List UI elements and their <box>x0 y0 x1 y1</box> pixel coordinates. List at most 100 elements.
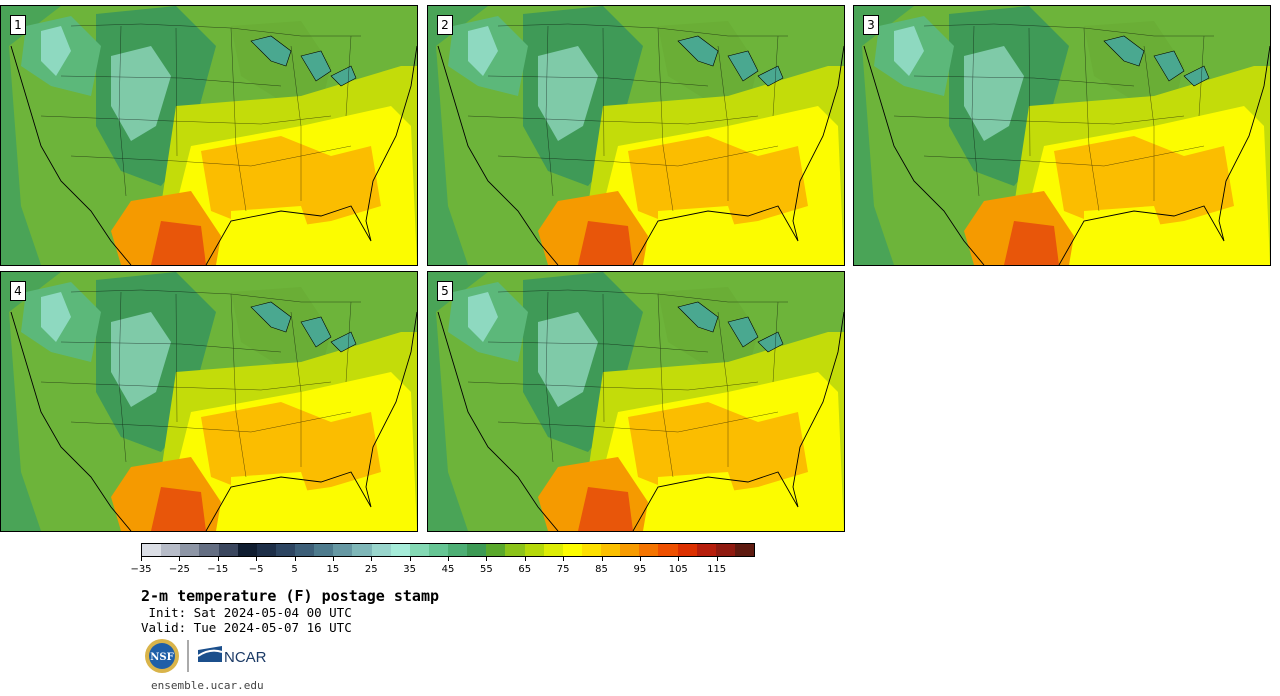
hottest-field <box>1004 221 1059 265</box>
postage-stamp-3: 3 <box>853 5 1271 266</box>
colorbar-tick-label: −15 <box>207 564 229 575</box>
cold-rockies-field <box>111 312 171 407</box>
website-label: ensemble.ucar.edu <box>151 679 264 692</box>
colorbar-tick <box>639 557 641 561</box>
coldest-field <box>41 292 71 342</box>
state-border-line <box>497 411 779 433</box>
state-border-line <box>913 75 1135 87</box>
init-time: Init: Sat 2024-05-04 00 UTC <box>141 605 352 620</box>
state-border-line <box>487 75 709 87</box>
coldest-field <box>41 26 71 76</box>
great-lakes <box>250 301 357 353</box>
gulf-field <box>231 472 321 531</box>
colorbar-swatch <box>256 544 276 556</box>
plot-title: 2-m temperature (F) postage stamp <box>141 587 440 605</box>
colorbar-tick <box>371 557 373 561</box>
temperature-map <box>428 272 844 531</box>
coastline <box>10 45 417 265</box>
colorbar-tick-label: −5 <box>248 564 264 575</box>
colorbar-swatch <box>486 544 506 556</box>
orange-field <box>628 402 808 497</box>
colorbar-tick-label: −25 <box>168 564 190 575</box>
colorbar-tick-label: 25 <box>364 564 378 575</box>
colorbar-tick-label: 65 <box>518 564 532 575</box>
state-borders <box>467 23 788 212</box>
nsf-logo: NSF <box>145 639 179 673</box>
colorbar-swatch <box>467 544 487 556</box>
state-borders <box>40 289 361 478</box>
state-border-line <box>487 341 709 353</box>
member-number-label: 1 <box>10 15 26 35</box>
colorbar-tick-label: 45 <box>441 564 455 575</box>
temperature-map <box>1 6 417 265</box>
orange-field <box>201 136 381 231</box>
colorbar-tick <box>179 557 181 561</box>
temperature-contours <box>1 272 417 531</box>
colorbar-tick-label: 105 <box>668 564 688 575</box>
state-border-line <box>175 27 178 157</box>
temperature-colorbar <box>141 543 755 557</box>
colorbar-swatch <box>314 544 334 556</box>
state-border-line <box>545 291 554 463</box>
member-number-label: 5 <box>437 281 453 301</box>
hottest-field <box>151 221 206 265</box>
state-border-line <box>230 293 247 478</box>
colorbar-swatch <box>390 544 410 556</box>
gulf-field <box>1084 206 1174 265</box>
colorbar-swatch <box>275 544 295 556</box>
colorbar-tick-label: 75 <box>556 564 570 575</box>
colorbar-tick-label: 5 <box>291 564 298 575</box>
state-border-line <box>175 293 178 423</box>
colorbar-swatch <box>428 544 448 556</box>
logos: NSF NCAR <box>145 639 267 673</box>
colorbar-tick <box>256 557 258 561</box>
state-border-line <box>717 45 729 201</box>
state-border-line <box>345 301 352 383</box>
colorbar-tick <box>524 557 526 561</box>
orange-field <box>1054 136 1234 231</box>
colorbar-swatch <box>180 544 200 556</box>
gulf-field <box>658 472 748 531</box>
temperature-contours <box>428 272 844 531</box>
state-border-line <box>971 25 980 197</box>
state-border-line <box>1028 27 1031 157</box>
state-border-line <box>545 25 554 197</box>
state-border-line <box>717 311 729 467</box>
colorbar-swatch <box>715 544 735 556</box>
colorbar-tick-label: 95 <box>633 564 647 575</box>
state-border-line <box>772 301 779 383</box>
state-border-line <box>602 27 605 157</box>
ncar-logo-text: NCAR <box>224 649 267 666</box>
postage-stamp-4: 4 <box>0 271 418 532</box>
coastline <box>437 45 844 265</box>
temperature-map <box>854 6 1270 265</box>
temperature-contours <box>1 6 417 265</box>
state-border-line <box>467 381 759 391</box>
member-number-label: 4 <box>10 281 26 301</box>
temperature-contours <box>854 6 1270 265</box>
great-lakes <box>677 35 784 87</box>
state-border-line <box>1083 27 1100 212</box>
cold-rockies-field <box>538 46 598 141</box>
cold-rockies-field <box>538 312 598 407</box>
colorbar-swatch <box>658 544 678 556</box>
colorbar-tick <box>217 557 219 561</box>
gulf-field <box>231 206 321 265</box>
coastline <box>863 45 1270 265</box>
colorbar-swatch <box>543 544 563 556</box>
colorbar-swatch <box>352 544 372 556</box>
colorbar-swatch <box>218 544 238 556</box>
postage-stamp-2: 2 <box>427 5 845 266</box>
coldest-field <box>894 26 924 76</box>
state-border-line <box>1143 45 1155 201</box>
colorbar-swatch <box>295 544 315 556</box>
colorbar-tick <box>294 557 296 561</box>
colorbar-tick-label: 85 <box>595 564 608 575</box>
colorbar-tick <box>601 557 603 561</box>
postage-stamp-5: 5 <box>427 271 845 532</box>
coastline <box>437 311 844 531</box>
colorbar-swatch <box>734 544 754 556</box>
colorbar-swatch <box>333 544 353 556</box>
state-border-line <box>1198 35 1205 117</box>
colorbar-swatch <box>677 544 697 556</box>
